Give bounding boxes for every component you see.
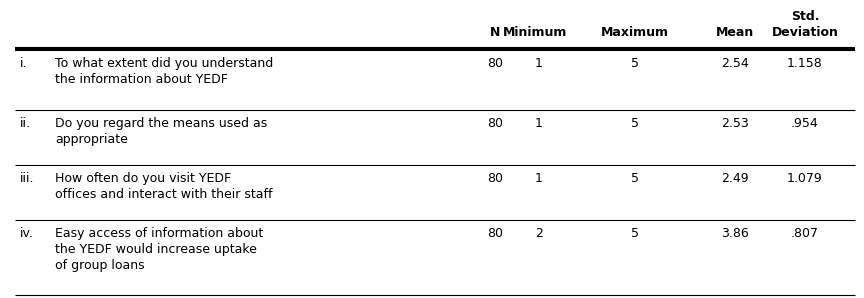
Text: N: N — [490, 26, 500, 39]
Text: 80: 80 — [487, 117, 503, 130]
Text: How often do you visit YEDF: How often do you visit YEDF — [55, 172, 232, 185]
Text: 5: 5 — [631, 227, 639, 240]
Text: the YEDF would increase uptake: the YEDF would increase uptake — [55, 243, 257, 256]
Text: iii.: iii. — [20, 172, 35, 185]
Text: of group loans: of group loans — [55, 259, 144, 272]
Text: To what extent did you understand: To what extent did you understand — [55, 57, 273, 70]
Text: Maximum: Maximum — [601, 26, 669, 39]
Text: the information about YEDF: the information about YEDF — [55, 73, 228, 86]
Text: Mean: Mean — [716, 26, 754, 39]
Text: 2.53: 2.53 — [721, 117, 749, 130]
Text: 80: 80 — [487, 172, 503, 185]
Text: Do you regard the means used as: Do you regard the means used as — [55, 117, 267, 130]
Text: Std.: Std. — [791, 10, 819, 23]
Text: 3.86: 3.86 — [721, 227, 749, 240]
Text: 1.079: 1.079 — [787, 172, 823, 185]
Text: .807: .807 — [791, 227, 819, 240]
Text: 1.158: 1.158 — [787, 57, 823, 70]
Text: 2.49: 2.49 — [721, 172, 749, 185]
Text: Minimum: Minimum — [503, 26, 567, 39]
Text: 1: 1 — [535, 172, 543, 185]
Text: Easy access of information about: Easy access of information about — [55, 227, 264, 240]
Text: 2.54: 2.54 — [721, 57, 749, 70]
Text: 2: 2 — [535, 227, 543, 240]
Text: iv.: iv. — [20, 227, 34, 240]
Text: i.: i. — [20, 57, 28, 70]
Text: Deviation: Deviation — [772, 26, 838, 39]
Text: .954: .954 — [791, 117, 819, 130]
Text: ii.: ii. — [20, 117, 31, 130]
Text: 80: 80 — [487, 57, 503, 70]
Text: 5: 5 — [631, 172, 639, 185]
Text: 5: 5 — [631, 57, 639, 70]
Text: 80: 80 — [487, 227, 503, 240]
Text: 5: 5 — [631, 117, 639, 130]
Text: 1: 1 — [535, 57, 543, 70]
Text: appropriate: appropriate — [55, 133, 128, 146]
Text: offices and interact with their staff: offices and interact with their staff — [55, 188, 272, 201]
Text: 1: 1 — [535, 117, 543, 130]
